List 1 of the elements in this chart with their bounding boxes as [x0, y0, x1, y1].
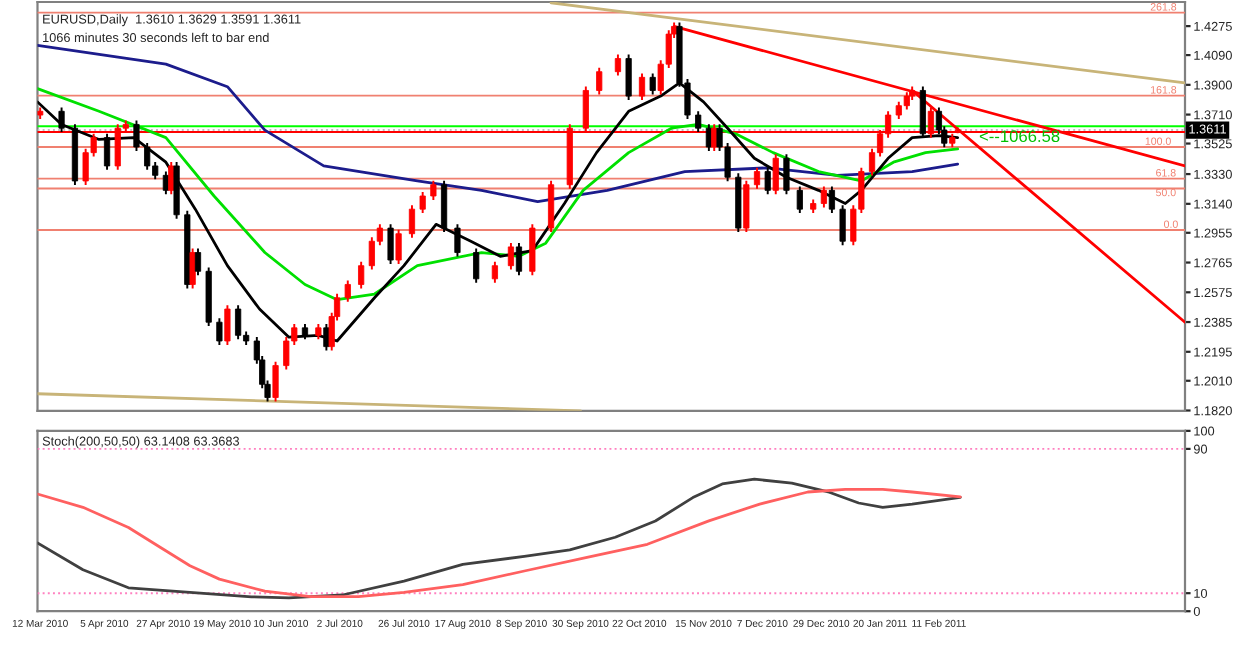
annotation: <--1066.58 — [979, 130, 1060, 143]
